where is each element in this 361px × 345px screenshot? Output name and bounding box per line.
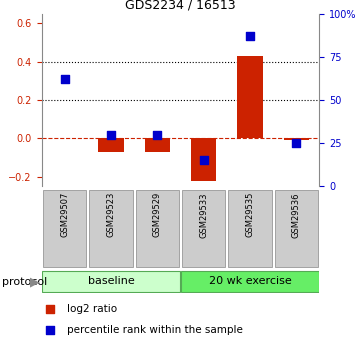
Bar: [43, 190, 86, 267]
Bar: [191, 138, 216, 180]
Text: GSM29507: GSM29507: [60, 192, 69, 237]
Text: GSM29536: GSM29536: [292, 192, 301, 238]
Text: percentile rank within the sample: percentile rank within the sample: [66, 325, 242, 335]
Bar: [275, 190, 318, 267]
Text: GSM29529: GSM29529: [153, 192, 162, 237]
Point: [47, 306, 53, 312]
Text: log2 ratio: log2 ratio: [66, 304, 117, 314]
Bar: [182, 271, 318, 292]
Point: [62, 77, 68, 82]
Point: [47, 328, 53, 333]
Text: baseline: baseline: [88, 276, 134, 286]
Bar: [182, 190, 225, 267]
Text: GSM29533: GSM29533: [199, 192, 208, 238]
Bar: [145, 138, 170, 152]
Bar: [136, 190, 179, 267]
Point: [155, 132, 160, 137]
Text: ▶: ▶: [30, 275, 40, 288]
Bar: [228, 190, 272, 267]
Bar: [237, 56, 263, 138]
Text: GSM29535: GSM29535: [245, 192, 255, 237]
Bar: [98, 138, 124, 152]
Point: [108, 132, 114, 137]
Text: protocol: protocol: [2, 277, 47, 286]
Point: [201, 158, 206, 163]
Text: 20 wk exercise: 20 wk exercise: [209, 276, 291, 286]
Title: GDS2234 / 16513: GDS2234 / 16513: [125, 0, 236, 11]
Point: [247, 33, 253, 39]
Point: [293, 140, 299, 146]
Bar: [43, 271, 179, 292]
Bar: [89, 190, 133, 267]
Text: GSM29523: GSM29523: [106, 192, 116, 237]
Bar: [284, 138, 309, 140]
